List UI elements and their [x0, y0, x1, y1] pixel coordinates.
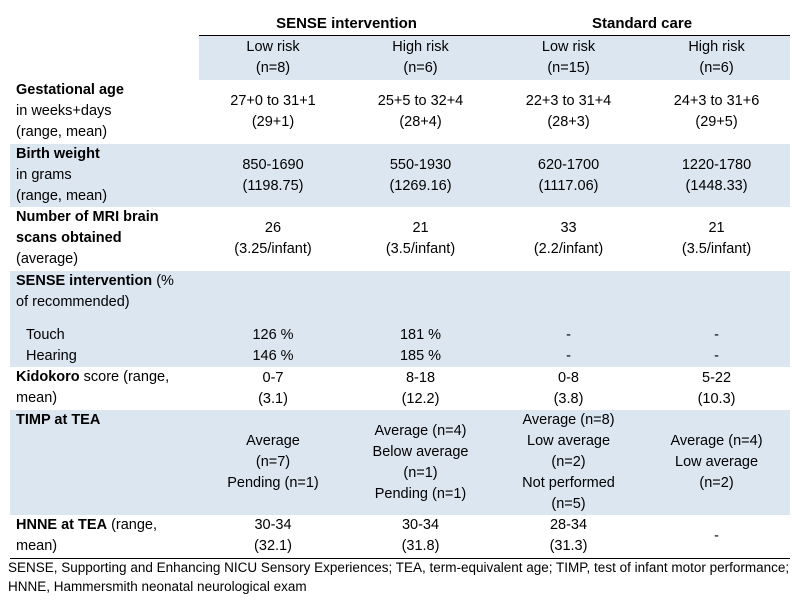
- table-cell: 126 %: [199, 325, 347, 346]
- row-hnne: HNNE at TEA (range, mean) 30-34 (32.1) 30-…: [10, 515, 791, 559]
- table-cell: 24+3 to 31+6 (29+5): [673, 93, 760, 130]
- table-cell: 0-8 (3.8): [553, 369, 584, 407]
- group-header-sense: SENSE intervention: [199, 12, 495, 36]
- subheader-sense-high-risk: High risk (n=6): [347, 35, 495, 80]
- table-cell: 25+5 to 32+4 (28+4): [377, 93, 464, 130]
- row-label-hnne: HNNE at TEA (range, mean): [10, 515, 199, 559]
- table-cell: Average (n=4) Below average (n=1) Pending (…: [347, 410, 495, 515]
- row-hearing: Hearing 146 % 185 % - -: [10, 346, 791, 367]
- row-touch: Touch 126 % 181 % - -: [10, 325, 791, 346]
- row-label-sense-intervention: SENSE intervention (% of recommended): [10, 271, 199, 325]
- subheader-standard-high-risk: High risk (n=6): [643, 35, 791, 80]
- table-cell: 620-1700 (1117.06): [494, 144, 644, 207]
- table-cell: 1220-1780 (1448.33): [643, 144, 791, 207]
- row-timp: TIMP at TEA Average (n=7) Pending (n=1) Av…: [10, 410, 791, 515]
- subheader-standard-low-risk: Low risk (n=15): [494, 35, 644, 80]
- table-cell: 8-18 (12.2): [401, 369, 440, 407]
- row-birth-weight: Birth weight in grams (range, mean) 850-16…: [10, 144, 791, 207]
- table-cell: 0-7 (3.1): [258, 369, 288, 407]
- row-label-hearing: Hearing: [10, 346, 199, 367]
- row-sense-intervention: SENSE intervention (% of recommended): [10, 271, 791, 325]
- table-cell: 22+3 to 31+4 (28+3): [525, 93, 612, 130]
- row-label-kidokoro: Kidokoro score (range, mean): [16, 369, 170, 406]
- table-cell: 26 (3.25/infant): [234, 220, 312, 257]
- subheader-row: Low risk (n=8) High risk (n=6) Low risk (n=…: [10, 35, 791, 80]
- table-cell: Average (n=8) Low average (n=2) Not perform…: [494, 410, 644, 515]
- table-cell: -: [643, 515, 791, 559]
- table-cell: -: [494, 346, 644, 367]
- table-cell: -: [494, 325, 644, 346]
- row-label-mri-scans: Number of MRI brain scans obtained (averag…: [16, 209, 159, 267]
- group-header-standard-care: Standard care: [494, 12, 791, 36]
- table-cell: 21 (3.5/infant): [385, 220, 456, 257]
- table-cell: 185 %: [347, 346, 495, 367]
- table-cell: 21 (3.5/infant): [681, 220, 752, 257]
- table-cell: 27+0 to 31+1 (29+1): [230, 93, 316, 130]
- results-table: SENSE intervention Standard care Low ris…: [10, 12, 791, 559]
- table-cell: 181 %: [347, 325, 495, 346]
- table-cell: 33 (2.2/infant): [533, 220, 604, 257]
- table-cell: 30-34 (32.1): [199, 515, 347, 559]
- row-label-birth-weight: Birth weight in grams (range, mean): [10, 144, 199, 207]
- table-cell: -: [643, 325, 791, 346]
- table-cell: 5-22 (10.3): [697, 369, 736, 407]
- table-cell: -: [643, 346, 791, 367]
- table-cell: 850-1690 (1198.75): [199, 144, 347, 207]
- row-mri-scans: Number of MRI brain scans obtained (averag…: [10, 207, 790, 271]
- group-header-row: SENSE intervention Standard care: [10, 12, 791, 36]
- table-cell: 146 %: [199, 346, 347, 367]
- row-gestational-age: Gestational age in weeks+days (range, mean…: [10, 80, 790, 144]
- table-footnote: SENSE, Supporting and Enhancing NICU Sen…: [8, 560, 790, 594]
- row-label-touch: Touch: [10, 325, 199, 346]
- table-cell: Average (n=7) Pending (n=1): [199, 410, 347, 515]
- table-cell: 30-34 (31.8): [347, 515, 495, 559]
- row-label-timp: TIMP at TEA: [10, 410, 199, 515]
- table-cell: 28-34 (31.3): [494, 515, 644, 559]
- subheader-sense-low-risk: Low risk (n=8): [199, 35, 347, 80]
- table-cell: 550-1930 (1269.16): [347, 144, 495, 207]
- table-cell: Average (n=4) Low average (n=2): [643, 410, 791, 515]
- row-label-gestational-age: Gestational age in weeks+days (range, mean…: [16, 82, 124, 140]
- row-kidokoro: Kidokoro score (range, mean) 0-7 (3.1) 8-1…: [10, 367, 790, 410]
